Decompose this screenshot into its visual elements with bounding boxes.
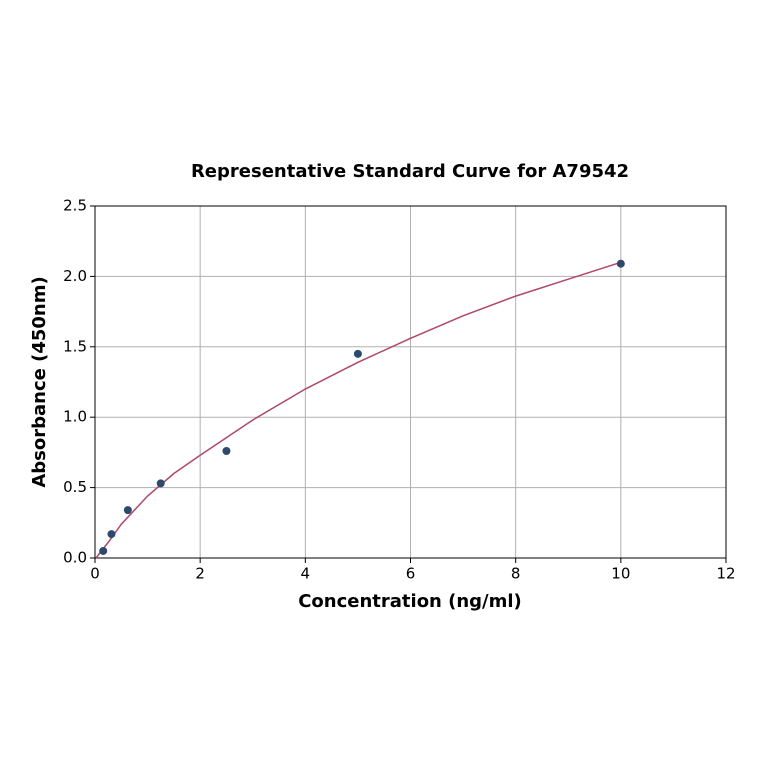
y-tick-label: 2.0	[63, 267, 87, 285]
fit-curve	[95, 261, 622, 559]
x-tick-label: 2	[195, 565, 205, 583]
x-tick-label: 4	[301, 565, 311, 583]
chart-title: Representative Standard Curve for A79542	[191, 161, 629, 182]
y-tick-label: 2.5	[63, 197, 87, 215]
y-tick-label: 0.5	[63, 478, 87, 496]
data-point	[353, 349, 362, 358]
x-tick-label: 0	[90, 565, 100, 583]
plot-frame	[94, 205, 727, 559]
x-tick-label: 8	[511, 565, 521, 583]
data-point	[616, 259, 625, 268]
x-tick-label: 12	[716, 565, 735, 583]
data-point	[222, 446, 231, 455]
data-point	[99, 546, 108, 555]
y-tick-label: 0.0	[63, 549, 87, 567]
y-axis-label: Absorbance (450nm)	[29, 276, 50, 487]
x-tick-label: 6	[406, 565, 416, 583]
x-tick-label: 10	[611, 565, 630, 583]
y-tick-label: 1.0	[63, 408, 87, 426]
x-axis-label: Concentration (ng/ml)	[298, 591, 522, 612]
data-point	[156, 479, 165, 488]
y-tick-label: 1.5	[63, 337, 87, 355]
data-point	[107, 530, 116, 539]
data-point	[123, 506, 132, 515]
